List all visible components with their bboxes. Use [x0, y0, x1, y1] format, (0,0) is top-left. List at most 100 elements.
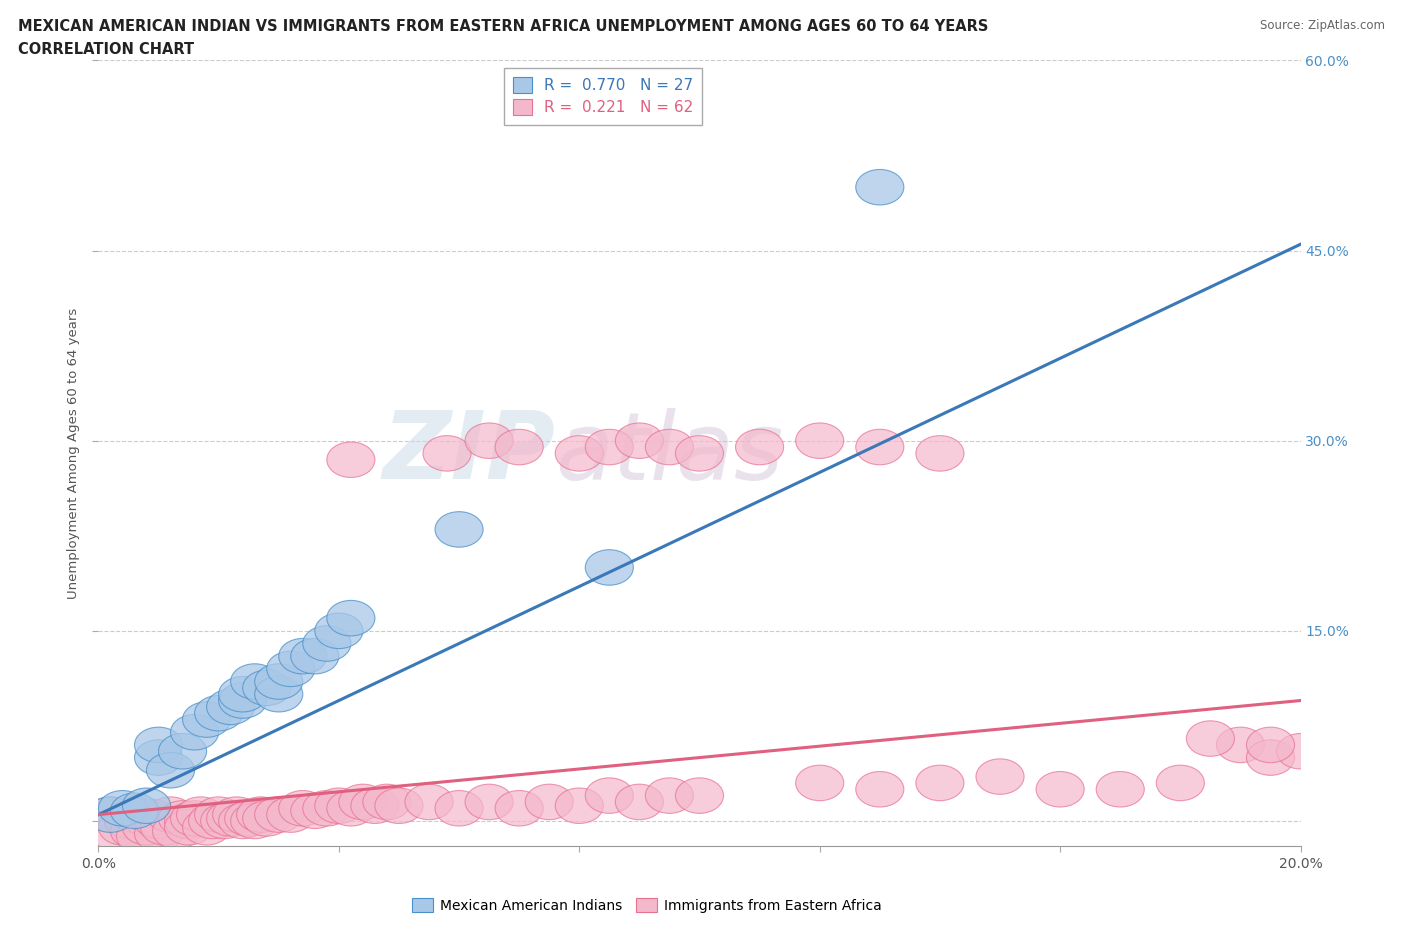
Ellipse shape: [194, 797, 243, 832]
Ellipse shape: [219, 683, 267, 718]
Ellipse shape: [93, 816, 141, 851]
Ellipse shape: [207, 689, 254, 724]
Ellipse shape: [267, 651, 315, 686]
Ellipse shape: [796, 765, 844, 801]
Ellipse shape: [194, 696, 243, 731]
Ellipse shape: [254, 797, 302, 832]
Ellipse shape: [98, 790, 146, 826]
Ellipse shape: [152, 814, 201, 849]
Ellipse shape: [1216, 727, 1264, 763]
Ellipse shape: [135, 804, 183, 839]
Ellipse shape: [231, 804, 278, 839]
Ellipse shape: [135, 816, 183, 851]
Ellipse shape: [219, 804, 267, 839]
Ellipse shape: [616, 784, 664, 819]
Ellipse shape: [183, 702, 231, 737]
Ellipse shape: [86, 797, 135, 832]
Ellipse shape: [645, 777, 693, 814]
Ellipse shape: [225, 801, 273, 836]
Ellipse shape: [375, 788, 423, 823]
Ellipse shape: [135, 727, 183, 763]
Ellipse shape: [278, 790, 326, 826]
Ellipse shape: [856, 772, 904, 807]
Ellipse shape: [104, 804, 152, 839]
Text: MEXICAN AMERICAN INDIAN VS IMMIGRANTS FROM EASTERN AFRICA UNEMPLOYMENT AMONG AGE: MEXICAN AMERICAN INDIAN VS IMMIGRANTS FR…: [18, 19, 988, 33]
Ellipse shape: [1277, 734, 1324, 769]
Ellipse shape: [1036, 772, 1084, 807]
Ellipse shape: [352, 788, 399, 823]
Ellipse shape: [976, 759, 1024, 794]
Ellipse shape: [495, 430, 543, 465]
Ellipse shape: [267, 797, 315, 832]
Legend: R =  0.770   N = 27, R =  0.221   N = 62: R = 0.770 N = 27, R = 0.221 N = 62: [505, 68, 703, 125]
Ellipse shape: [236, 797, 285, 832]
Ellipse shape: [170, 801, 219, 836]
Ellipse shape: [219, 676, 267, 712]
Ellipse shape: [434, 790, 484, 826]
Ellipse shape: [128, 800, 177, 835]
Ellipse shape: [363, 784, 411, 819]
Ellipse shape: [434, 512, 484, 547]
Ellipse shape: [616, 423, 664, 458]
Ellipse shape: [585, 777, 633, 814]
Text: Source: ZipAtlas.com: Source: ZipAtlas.com: [1260, 19, 1385, 32]
Ellipse shape: [495, 790, 543, 826]
Ellipse shape: [555, 435, 603, 472]
Y-axis label: Unemployment Among Ages 60 to 64 years: Unemployment Among Ages 60 to 64 years: [66, 308, 80, 599]
Ellipse shape: [170, 714, 219, 750]
Ellipse shape: [231, 664, 278, 699]
Ellipse shape: [111, 797, 159, 832]
Ellipse shape: [675, 777, 724, 814]
Ellipse shape: [117, 818, 165, 854]
Ellipse shape: [243, 801, 291, 836]
Ellipse shape: [243, 671, 291, 706]
Ellipse shape: [585, 430, 633, 465]
Text: atlas: atlas: [555, 408, 783, 498]
Ellipse shape: [135, 740, 183, 776]
Ellipse shape: [254, 664, 302, 699]
Ellipse shape: [188, 804, 236, 839]
Ellipse shape: [159, 801, 207, 836]
Text: ZIP: ZIP: [382, 407, 555, 499]
Ellipse shape: [146, 752, 194, 788]
Ellipse shape: [1247, 727, 1295, 763]
Ellipse shape: [675, 435, 724, 472]
Ellipse shape: [98, 809, 146, 845]
Ellipse shape: [122, 801, 170, 836]
Ellipse shape: [796, 423, 844, 458]
Ellipse shape: [1156, 765, 1205, 801]
Ellipse shape: [159, 734, 207, 769]
Legend: Mexican American Indians, Immigrants from Eastern Africa: Mexican American Indians, Immigrants fro…: [406, 893, 887, 919]
Ellipse shape: [165, 804, 212, 839]
Ellipse shape: [915, 435, 965, 472]
Ellipse shape: [278, 638, 326, 674]
Ellipse shape: [165, 809, 212, 845]
Ellipse shape: [146, 797, 194, 832]
Ellipse shape: [339, 784, 387, 819]
Ellipse shape: [254, 676, 302, 712]
Ellipse shape: [291, 793, 339, 829]
Ellipse shape: [585, 550, 633, 585]
Ellipse shape: [291, 638, 339, 674]
Ellipse shape: [201, 804, 249, 839]
Ellipse shape: [315, 613, 363, 648]
Ellipse shape: [856, 430, 904, 465]
Ellipse shape: [465, 784, 513, 819]
Ellipse shape: [86, 797, 135, 832]
Ellipse shape: [915, 765, 965, 801]
Ellipse shape: [405, 784, 453, 819]
Ellipse shape: [207, 801, 254, 836]
Ellipse shape: [315, 788, 363, 823]
Ellipse shape: [735, 430, 783, 465]
Ellipse shape: [1097, 772, 1144, 807]
Ellipse shape: [1187, 721, 1234, 756]
Ellipse shape: [122, 809, 170, 845]
Ellipse shape: [122, 788, 170, 823]
Ellipse shape: [326, 601, 375, 636]
Ellipse shape: [111, 814, 159, 849]
Ellipse shape: [465, 423, 513, 458]
Ellipse shape: [183, 809, 231, 845]
Ellipse shape: [555, 788, 603, 823]
Ellipse shape: [302, 626, 352, 661]
Ellipse shape: [212, 797, 260, 832]
